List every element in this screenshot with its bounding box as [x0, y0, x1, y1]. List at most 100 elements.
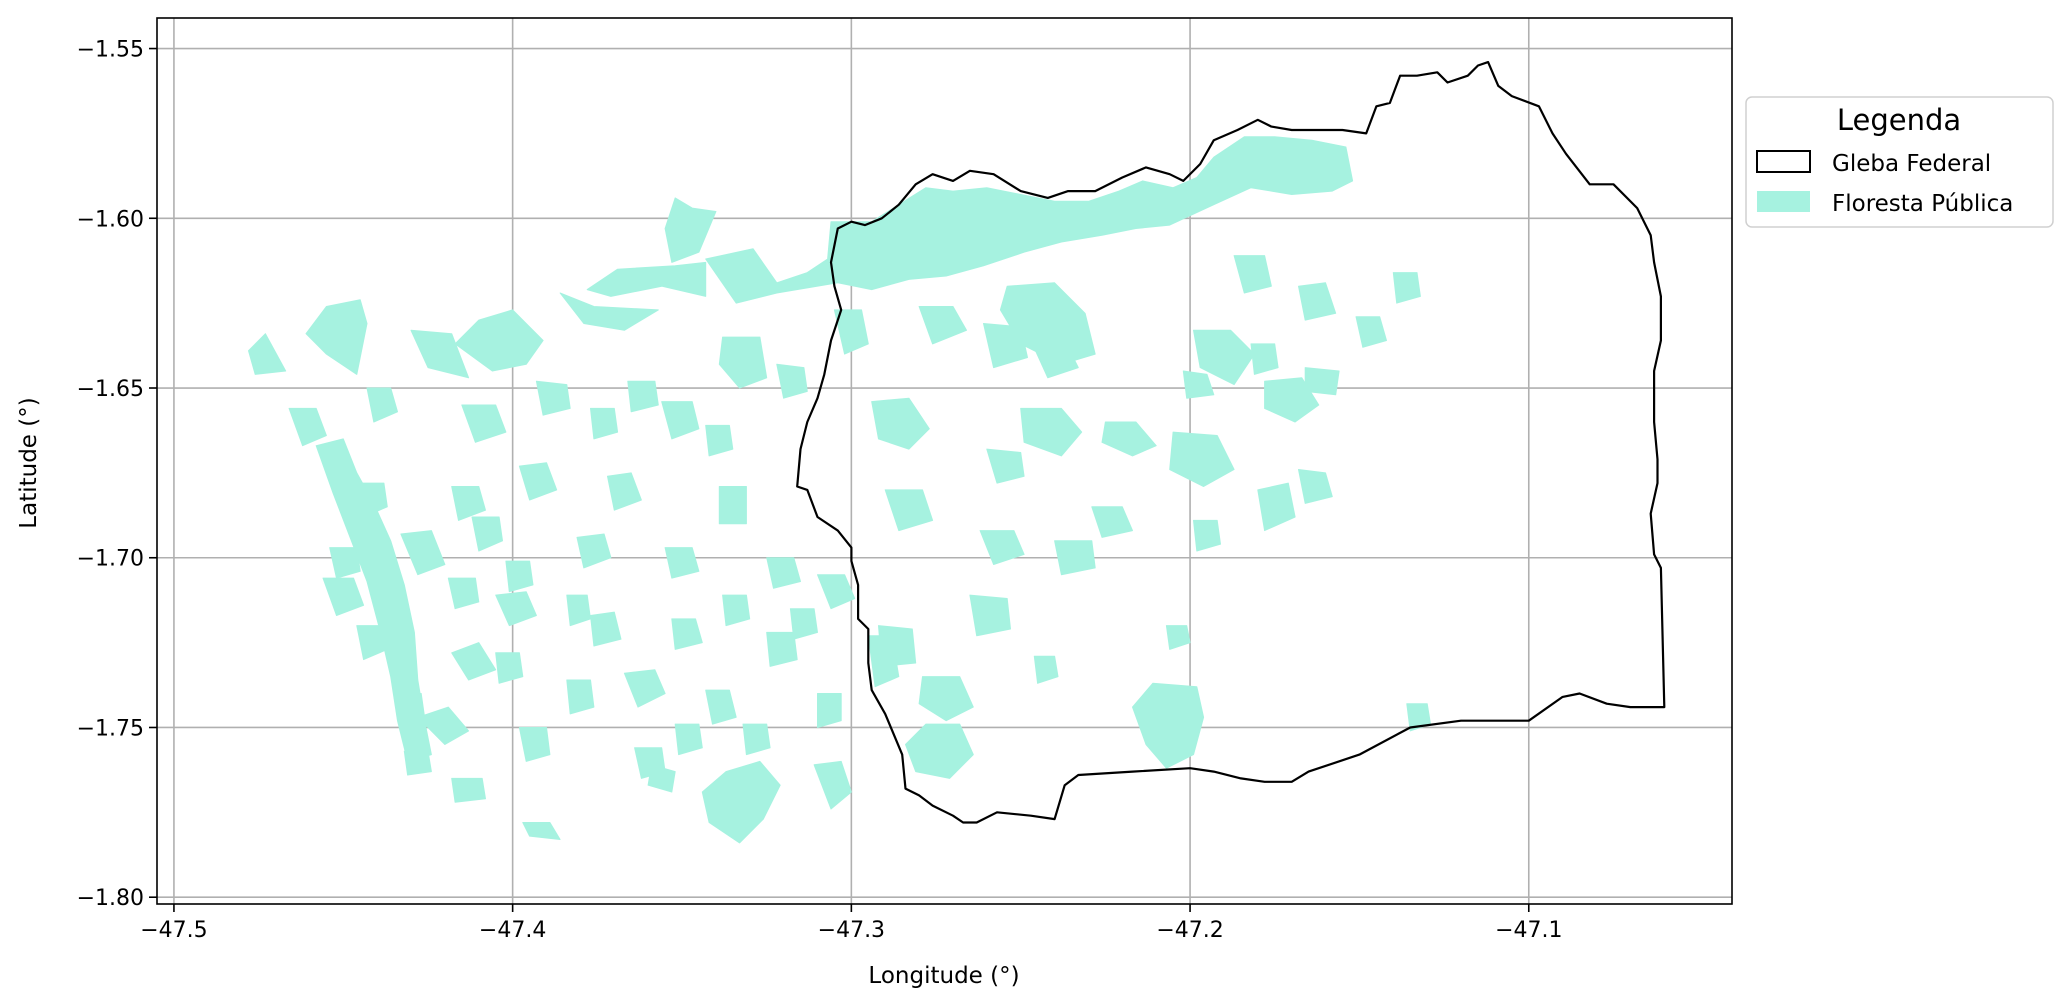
x-axis-ticks: −47.5 −47.4 −47.3 −47.2 −47.1 [140, 904, 1562, 943]
y-tick-label-3: −1.70 [77, 547, 144, 572]
x-tick-label-1: −47.4 [479, 918, 546, 943]
floresta-publica-polygon-2 [559, 292, 659, 331]
floresta-publica-polygon-11 [1101, 421, 1157, 457]
floresta-publica-polygon-79 [566, 594, 591, 627]
floresta-publica-polygon-58 [518, 462, 558, 501]
floresta-publica-polygon-1 [664, 197, 717, 263]
legend-label-gleba-federal: Gleba Federal [1832, 151, 1991, 177]
floresta-publica-polygon-50 [817, 693, 842, 728]
floresta-publica-polygon-37 [905, 723, 974, 779]
y-tick-label-5: −1.80 [77, 886, 144, 911]
floresta-publica-polygon-47 [495, 591, 537, 627]
floresta-publica-polygon-42 [522, 822, 561, 840]
x-axis-label: Longitude (°) [868, 963, 1019, 989]
floresta-publica-polygon-64 [627, 380, 659, 413]
y-tick-label-4: −1.75 [77, 716, 144, 741]
floresta-publica-polygon-20 [1054, 540, 1096, 576]
floresta-publica-polygon-81 [742, 723, 771, 756]
floresta-publica-polygon-57 [766, 557, 801, 589]
floresta-publica-layer [248, 136, 1431, 844]
floresta-publica-polygon-74 [634, 747, 666, 779]
floresta-publica-polygon-38 [867, 635, 900, 688]
floresta-publica-polygon-4 [305, 299, 368, 375]
floresta-publica-polygon-82 [447, 577, 480, 610]
floresta-publica-polygon-34 [1030, 340, 1079, 379]
floresta-publica-polygon-23 [1169, 431, 1235, 487]
floresta-publica-polygon-31 [1091, 506, 1133, 538]
floresta-publica-polygon-56 [718, 486, 747, 525]
floresta-publica-polygon-73 [518, 727, 551, 762]
floresta-publica-polygon-14 [884, 489, 934, 532]
floresta-publica-polygon-35 [1182, 370, 1215, 399]
floresta-publica-polygon-93 [1250, 343, 1279, 375]
floresta-publica-polygon-12 [1020, 407, 1083, 457]
legend-frame [1745, 96, 2054, 228]
floresta-publica-polygon-76 [315, 438, 432, 762]
gleba-federal-layer [796, 61, 1666, 824]
legend-title: Legenda [1837, 103, 1961, 137]
floresta-publica-polygon-55 [664, 547, 700, 579]
floresta-publica-polygon-71 [471, 516, 503, 552]
floresta-publica-polygon-33 [1257, 482, 1296, 532]
floresta-publica-polygon-62 [461, 404, 507, 443]
floresta-publica-polygon-27 [1233, 255, 1272, 294]
floresta-publica-polygon-15 [979, 530, 1025, 565]
plot-frame [156, 17, 1733, 905]
floresta-publica-polygon-90 [1033, 655, 1059, 684]
floresta-publica-polygon-25 [918, 306, 967, 345]
floresta-publica-polygon-59 [607, 472, 642, 511]
floresta-publica-polygon-10 [1193, 329, 1255, 386]
floresta-publica-polygon-94 [1392, 272, 1421, 304]
floresta-publica-polygon-32 [986, 448, 1025, 484]
floresta-publica-polygon-77 [400, 530, 446, 576]
floresta-publica-polygon-80 [674, 723, 703, 756]
y-tick-label-1: −1.60 [77, 207, 144, 232]
floresta-publica-polygon-65 [366, 387, 398, 423]
floresta-publica-polygon-86 [590, 407, 619, 440]
floresta-publica-polygon-54 [576, 533, 612, 569]
floresta-publica-polygon-36 [1132, 682, 1205, 769]
floresta-publica-polygon-17 [817, 574, 856, 610]
y-axis-label: Latitude (°) [16, 397, 42, 528]
floresta-publica-polygon-0 [705, 136, 1354, 304]
floresta-publica-polygon-24 [983, 323, 1028, 369]
floresta-publica-polygon-51 [590, 611, 622, 647]
floresta-publica-polygon-13 [871, 397, 930, 450]
x-tick-label-4: −47.1 [1495, 918, 1562, 943]
floresta-publica-polygon-8 [718, 336, 768, 389]
floresta-publica-polygon-6 [410, 329, 470, 379]
floresta-publica-polygon-52 [671, 618, 703, 650]
floresta-publica-polygon-85 [451, 486, 486, 521]
legend: Legenda Gleba Federal Floresta Pública [1745, 96, 2054, 228]
floresta-publica-polygon-16 [969, 594, 1011, 637]
y-tick-label-2: −1.65 [77, 377, 144, 402]
legend-swatch-floresta-publica [1757, 191, 1810, 212]
floresta-publica-polygon-30 [1298, 469, 1333, 504]
floresta-publica-polygon-40 [813, 760, 852, 810]
floresta-publica-polygon-68 [329, 547, 361, 579]
floresta-publica-polygon-92 [1193, 519, 1221, 552]
floresta-publica-polygon-18 [918, 676, 974, 722]
x-tick-label-2: −47.3 [818, 918, 885, 943]
floresta-publica-polygon-28 [1298, 282, 1337, 321]
floresta-publica-polygon-84 [722, 594, 751, 627]
floresta-publica-polygon-46 [451, 642, 497, 681]
floresta-publica-polygon-26 [833, 309, 869, 355]
floresta-publica-polygon-75 [789, 608, 818, 640]
floresta-publica-polygon-39 [701, 760, 781, 844]
floresta-publica-polygon-87 [705, 424, 734, 457]
floresta-publica-polygon-60 [661, 401, 700, 440]
floresta-publica-polygon-29 [1355, 316, 1387, 348]
floresta-publica-polygon-89 [1165, 625, 1191, 650]
floresta-publica-polygon-88 [505, 560, 534, 593]
floresta-publica-polygon-66 [288, 407, 327, 447]
legend-label-floresta-publica: Floresta Pública [1832, 191, 2013, 217]
floresta-publica-polygon-7 [248, 333, 287, 375]
x-tick-label-0: −47.5 [140, 918, 207, 943]
floresta-publica-polygon-45 [417, 706, 470, 745]
floresta-publica-polygon-48 [623, 669, 666, 708]
floresta-publica-polygon-61 [776, 363, 808, 399]
gleba-federal-boundary [796, 61, 1666, 824]
floresta-publica-polygon-49 [705, 689, 737, 725]
